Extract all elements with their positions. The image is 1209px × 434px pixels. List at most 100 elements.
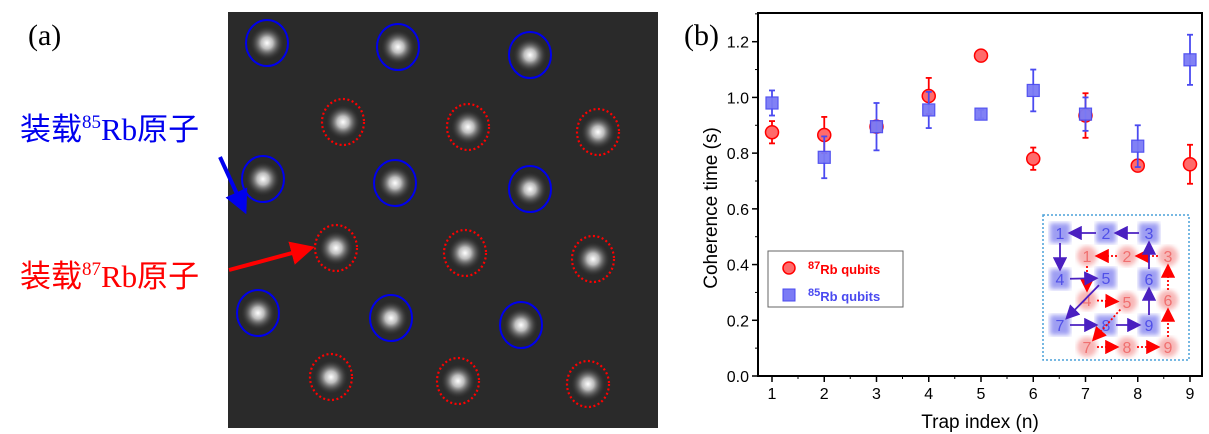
point-85rb bbox=[1131, 139, 1145, 153]
panel-a-label: (a) bbox=[28, 19, 61, 52]
x-tick-label: 1 bbox=[768, 386, 777, 403]
point-87rb bbox=[764, 124, 780, 140]
legend-87-sup: 87 bbox=[808, 260, 820, 272]
legend-label-87rb: 87Rb qubits bbox=[808, 260, 880, 277]
plot-frame bbox=[757, 12, 1203, 377]
legend-marker-85rb bbox=[782, 288, 796, 302]
rb87-node bbox=[1158, 337, 1178, 357]
atom-spot bbox=[381, 30, 415, 64]
atom-spot bbox=[504, 308, 538, 342]
atom-spot bbox=[451, 110, 485, 144]
rb85-node-label: 4 bbox=[1056, 272, 1065, 289]
rb87-node bbox=[1077, 246, 1097, 266]
annotation-87-prefix: 装载 bbox=[20, 259, 82, 294]
atom-image bbox=[228, 12, 658, 428]
rb85-circle bbox=[508, 165, 552, 213]
rb85-node bbox=[1096, 223, 1116, 243]
rb87-circle bbox=[313, 223, 359, 273]
rb87-node-label: 3 bbox=[1164, 249, 1173, 266]
atom-spot bbox=[513, 172, 547, 206]
rb87-path-arrow bbox=[1096, 293, 1120, 309]
rb85-circle bbox=[499, 301, 543, 349]
atom-spot bbox=[581, 115, 615, 149]
rb85-node-label: 2 bbox=[1102, 226, 1111, 243]
rb87-node bbox=[1117, 246, 1137, 266]
arrow-85rb bbox=[218, 156, 248, 215]
rb85-path-arrow bbox=[1069, 271, 1099, 286]
point-85rb bbox=[974, 107, 988, 121]
atom-spot bbox=[241, 296, 275, 330]
y-axis-label: Coherence time (s) bbox=[701, 127, 722, 289]
rb87-circle bbox=[445, 102, 491, 152]
arrow-87rb bbox=[228, 241, 315, 272]
rb85-circle bbox=[376, 23, 420, 71]
rb85-circle bbox=[241, 155, 285, 203]
legend-label-85rb: 85Rb qubits bbox=[808, 287, 880, 304]
rb87-node-label: 6 bbox=[1164, 293, 1173, 310]
rb87-node bbox=[1158, 290, 1178, 310]
rb87-node-label: 4 bbox=[1083, 293, 1092, 310]
x-tick-label: 4 bbox=[924, 386, 933, 403]
rb87-node bbox=[1158, 246, 1178, 266]
y-tick-label: 0.4 bbox=[727, 258, 749, 275]
atom-spot bbox=[571, 367, 605, 401]
rb87-node bbox=[1077, 290, 1097, 310]
point-87rb bbox=[973, 48, 989, 63]
atom-spot bbox=[378, 166, 412, 200]
point-85rb bbox=[1026, 83, 1040, 98]
atom-spot bbox=[441, 364, 475, 398]
rb85-path-arrow bbox=[1065, 284, 1100, 320]
atom-spot bbox=[250, 26, 284, 60]
point-85rb bbox=[1078, 107, 1093, 121]
rb85-node bbox=[1096, 268, 1116, 288]
rb87-circle bbox=[575, 107, 621, 157]
rb87-node-label: 7 bbox=[1083, 340, 1092, 357]
x-tick-label: 8 bbox=[1133, 386, 1142, 403]
point-85rb bbox=[817, 150, 831, 164]
rb85-circle bbox=[508, 31, 552, 79]
point-85rb bbox=[922, 103, 936, 117]
atom-spot bbox=[326, 105, 360, 139]
legend: 87Rb qubits 85Rb qubits bbox=[767, 250, 904, 308]
annotation-87-suffix: Rb原子 bbox=[101, 259, 199, 294]
y-tick-label: 0.8 bbox=[727, 146, 749, 163]
annotation-87-sup: 87 bbox=[82, 259, 101, 280]
atom-spot bbox=[319, 231, 353, 265]
atom-spot bbox=[513, 38, 547, 72]
x-tick-label: 3 bbox=[872, 386, 881, 403]
rb85-circle bbox=[245, 19, 289, 67]
legend-marker-87rb bbox=[782, 261, 796, 275]
coherence-chart: 1 2 3 4 5 6 7 8 90.00.20.40.60.81.01.2 bbox=[727, 12, 1203, 403]
rb85-node bbox=[1139, 315, 1159, 335]
rb87-node-label: 1 bbox=[1083, 249, 1092, 266]
x-tick-label: 7 bbox=[1081, 386, 1090, 403]
rb87-circle bbox=[435, 356, 481, 406]
rb85-node bbox=[1050, 223, 1070, 243]
rb87-path-arrow bbox=[1091, 308, 1122, 342]
point-85rb bbox=[765, 96, 779, 110]
annotation-85-prefix: 装载 bbox=[20, 112, 82, 147]
x-tick-label: 6 bbox=[1029, 386, 1038, 403]
rb85-node-label: 6 bbox=[1145, 272, 1154, 289]
point-87rb bbox=[1026, 151, 1041, 166]
x-tick-label: 9 bbox=[1186, 386, 1195, 403]
x-axis-label: Trap index (n) bbox=[921, 412, 1039, 433]
rb87-circle bbox=[320, 97, 366, 147]
rb87-node bbox=[1077, 337, 1097, 357]
atom-array bbox=[236, 19, 621, 409]
rb85-circle bbox=[373, 159, 417, 207]
rb87-circle bbox=[570, 234, 616, 284]
rb85-node-label: 1 bbox=[1056, 226, 1065, 243]
annotation-85-sup: 85 bbox=[82, 112, 101, 133]
rb87-node bbox=[1117, 292, 1137, 312]
atom-spot bbox=[448, 236, 482, 270]
y-tick-label: 1.0 bbox=[727, 90, 749, 107]
legend-85-name: Rb qubits bbox=[820, 289, 880, 304]
rb85-node bbox=[1139, 223, 1159, 243]
rb85-node bbox=[1139, 269, 1159, 289]
rb85-node-label: 5 bbox=[1102, 271, 1111, 288]
rb85-node bbox=[1050, 315, 1070, 335]
y-tick-label: 0.2 bbox=[727, 313, 749, 330]
rb87-circle bbox=[565, 359, 611, 409]
